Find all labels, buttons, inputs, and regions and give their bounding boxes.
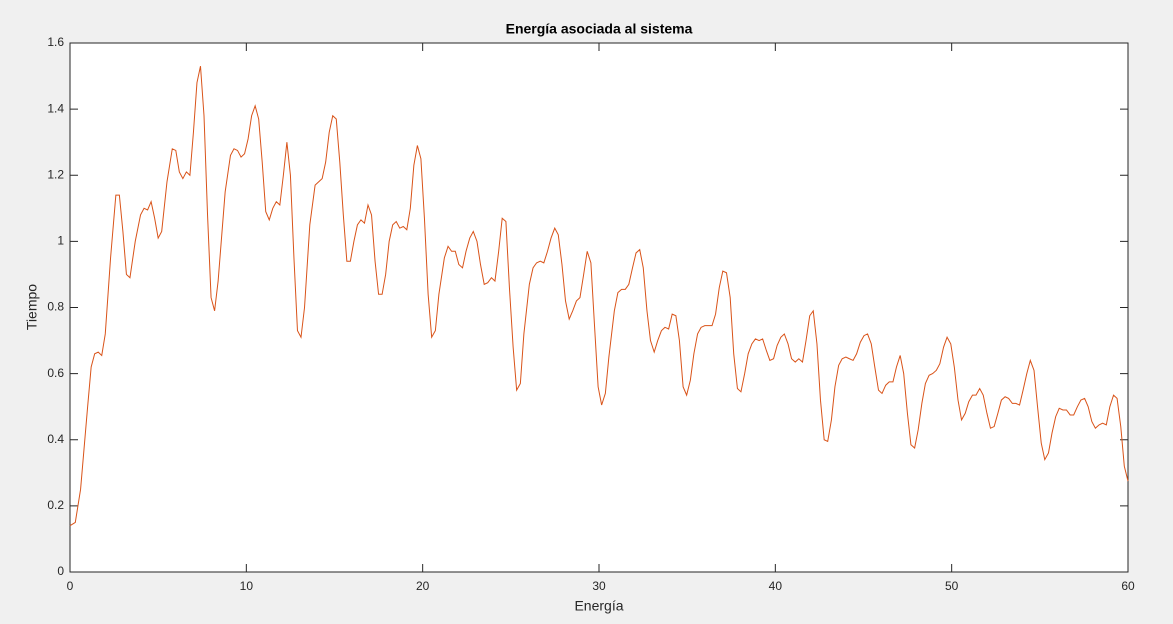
chart-title: Energía asociada al sistema bbox=[506, 21, 693, 37]
x-tick-label: 60 bbox=[1121, 579, 1135, 593]
x-tick-label: 40 bbox=[769, 579, 783, 593]
y-axis-label: Tiempo bbox=[24, 284, 40, 330]
y-tick-label: 1.6 bbox=[47, 35, 64, 49]
y-tick-label: 0 bbox=[57, 564, 64, 578]
plot-area bbox=[70, 43, 1128, 572]
x-tick-label: 20 bbox=[416, 579, 430, 593]
x-tick-label: 0 bbox=[67, 579, 74, 593]
y-tick-label: 1 bbox=[57, 234, 64, 248]
y-tick-label: 0.6 bbox=[47, 366, 64, 380]
data-line bbox=[69, 66, 1129, 527]
y-tick-label: 1.4 bbox=[47, 101, 64, 115]
x-axis-label: Energía bbox=[574, 598, 623, 614]
axes-box bbox=[69, 42, 1129, 573]
x-tick-label: 10 bbox=[240, 579, 254, 593]
y-tick-label: 0.4 bbox=[47, 432, 64, 446]
x-tick-label: 50 bbox=[945, 579, 959, 593]
x-tick-label: 30 bbox=[592, 579, 606, 593]
y-tick-label: 0.8 bbox=[47, 300, 64, 314]
y-tick-label: 1.2 bbox=[47, 167, 64, 181]
y-tick-label: 0.2 bbox=[47, 498, 64, 512]
